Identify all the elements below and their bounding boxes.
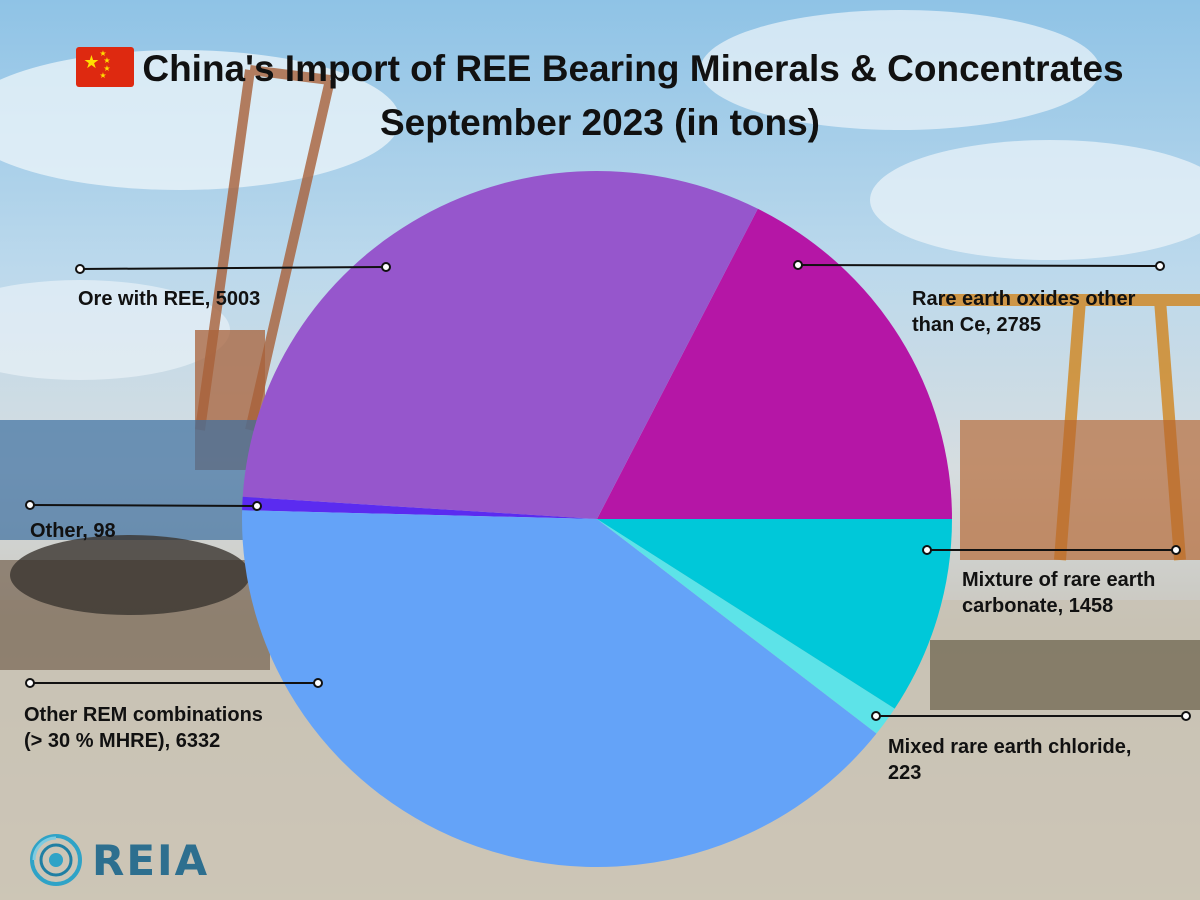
data-label-line: than Ce, 2785 xyxy=(912,314,1041,336)
leader-line xyxy=(25,678,323,688)
leader-line xyxy=(25,500,262,511)
data-label-line: Mixed rare earth chloride, xyxy=(888,736,1132,758)
data-label: Mixed rare earth chloride, 223 xyxy=(888,734,1131,786)
pie-slice-mixture-of-rare-earth-carbonate xyxy=(597,519,952,709)
china-flag-icon: ★ ★ ★ ★ ★ xyxy=(76,47,135,87)
data-label-line: Rare earth oxides other xyxy=(912,288,1136,310)
data-label: Other REM combinations (> 30 % MHRE), 633… xyxy=(24,702,263,754)
chart-title-line2: September 2023 (in tons) xyxy=(379,102,820,143)
leader-line xyxy=(922,545,1181,555)
pie-slice-mixed-rare-earth-chloride xyxy=(597,519,895,734)
data-label-line: (> 30 % MHRE), 6332 xyxy=(24,730,221,752)
chart-title-line1: ★ ★ ★ ★ ★ China's Import of REE Bearing … xyxy=(0,44,1200,94)
title-text-line1: China's Import of REE Bearing Minerals &… xyxy=(142,48,1124,89)
data-label: Rare earth oxides other than Ce, 2785 xyxy=(912,286,1135,338)
pie-slice-other-rem-combinations-30-mhre xyxy=(241,510,877,867)
pie-slice-ore-with-ree xyxy=(242,170,758,519)
pie-slice-other xyxy=(242,496,598,519)
leader-line xyxy=(793,260,1165,271)
data-label: Ore with REE, 5003 xyxy=(78,286,260,312)
leader-line xyxy=(75,262,391,274)
data-label: Other, 98 xyxy=(30,518,116,544)
reia-logo: REIA xyxy=(28,832,209,888)
data-label-line: Ore with REE, 5003 xyxy=(78,288,261,310)
data-label-line: 223 xyxy=(888,762,922,784)
reia-logo-icon xyxy=(30,834,82,886)
data-label: Mixture of rare earth carbonate, 1458 xyxy=(962,567,1155,619)
reia-logo-text: REIA xyxy=(92,835,210,885)
data-label-line: Other REM combinations xyxy=(24,704,263,726)
data-label-line: Mixture of rare earth xyxy=(962,569,1156,591)
pie-slice-rare-earth-oxides-other-than-ce xyxy=(597,208,952,519)
leader-line xyxy=(871,711,1191,721)
data-label-line: carbonate, 1458 xyxy=(962,595,1114,617)
data-label-line: Other, 98 xyxy=(30,520,116,542)
